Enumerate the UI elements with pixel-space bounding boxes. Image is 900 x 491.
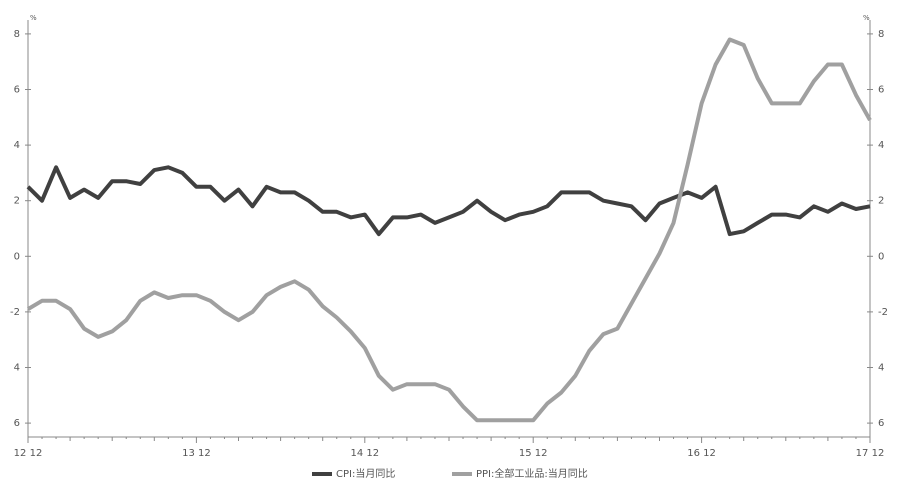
y2ticks-label: 2 [878, 196, 884, 207]
y2ticks-label: 4 [878, 363, 884, 374]
y2ticks-label: 0 [878, 251, 884, 262]
x-tick-label: 13 12 [182, 448, 211, 459]
y2ticks-label: 8 [878, 29, 884, 40]
yticks-label: 4 [14, 140, 20, 151]
y2ticks-label: -2 [878, 307, 888, 318]
y2ticks-label: 4 [878, 140, 884, 151]
yticks-label: 6 [14, 85, 20, 96]
yticks-label: 8 [14, 29, 20, 40]
line-series [26, 165, 871, 237]
x-tick-label: 15 12 [519, 448, 548, 459]
yticks-label: -2 [10, 307, 20, 318]
x-tick-label: 12 12 [14, 448, 43, 459]
legend-label: CPI:当月同比 [336, 467, 395, 480]
yticks-label: 0 [14, 251, 20, 262]
legend-label: PPI:全部工业品:当月同比 [476, 467, 588, 480]
y-unit: % [30, 14, 37, 22]
y2ticks-label: 6 [878, 418, 884, 429]
x-tick-label: 17 12 [856, 448, 885, 459]
line-series [26, 37, 872, 423]
x-tick-label: 16 12 [687, 448, 716, 459]
y2ticks-label: 6 [878, 85, 884, 96]
yticks-label: 2 [14, 196, 20, 207]
y2-unit: % [863, 14, 870, 22]
yticks-label: 4 [14, 363, 20, 374]
yticks-label: 6 [14, 418, 20, 429]
x-tick-label: 14 12 [350, 448, 379, 459]
